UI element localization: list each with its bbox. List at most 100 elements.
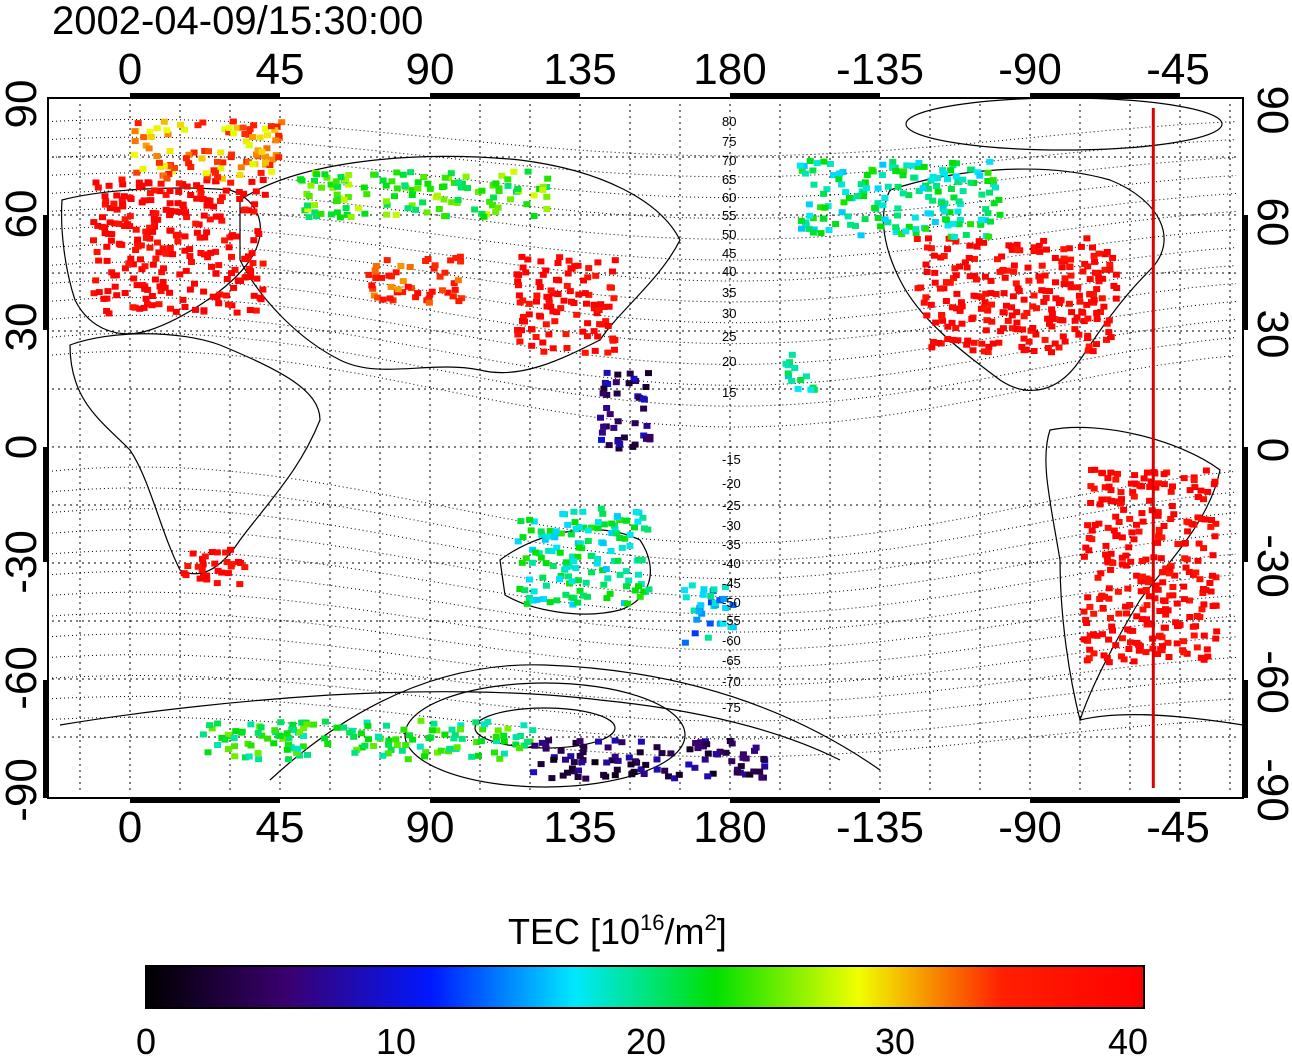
tec-cell-east-asia bbox=[590, 305, 598, 312]
tec-cell-australia bbox=[626, 542, 634, 549]
tec-cell-europe bbox=[212, 270, 220, 277]
tec-cell-arctic-europe bbox=[219, 159, 227, 166]
tec-cell-europe bbox=[156, 283, 164, 290]
tec-cell-antarctica-e bbox=[576, 752, 584, 759]
tec-cell-north-america bbox=[999, 267, 1007, 273]
tec-cell-south-america bbox=[1084, 594, 1092, 601]
tec-cell-pacific-w bbox=[640, 405, 648, 412]
tec-cell-europe bbox=[245, 253, 252, 260]
tec-cell-siberia bbox=[360, 184, 368, 191]
tec-cell-siberia bbox=[327, 211, 335, 218]
tec-cell-south-america bbox=[1147, 478, 1155, 485]
tec-cell-north-america bbox=[1036, 277, 1044, 284]
tec-cell-antarctica bbox=[472, 719, 480, 726]
tec-cell-canada bbox=[899, 168, 907, 175]
tec-cell-europe bbox=[140, 304, 148, 311]
tec-cell-canada bbox=[800, 163, 808, 169]
tec-cell-south-america bbox=[1180, 649, 1188, 656]
lat-tick-right: -30 bbox=[1248, 534, 1292, 598]
tec-cell-north-america bbox=[1019, 326, 1027, 333]
tec-cell-antarctica bbox=[520, 722, 528, 729]
tec-cell-north-america bbox=[1071, 326, 1079, 333]
tec-cell-australia bbox=[593, 560, 601, 567]
tec-cell-antarctica bbox=[300, 725, 308, 731]
tec-cell-pacific-w bbox=[646, 433, 654, 440]
tec-cell-siberia bbox=[414, 185, 422, 192]
tec-cell-australia bbox=[529, 597, 537, 604]
tec-cell-north-america bbox=[992, 291, 1000, 297]
tec-cell-north-america bbox=[988, 318, 996, 325]
tec-cell-australia bbox=[565, 563, 573, 570]
tec-cell-africa-south bbox=[198, 566, 206, 573]
tec-cell-south-america bbox=[1193, 613, 1201, 619]
tec-cell-siberia bbox=[382, 198, 390, 205]
lon-tick-top: 90 bbox=[406, 45, 455, 94]
tec-cell-south-america bbox=[1107, 498, 1115, 505]
tec-cell-siberia bbox=[333, 191, 341, 198]
tec-cell-north-america bbox=[1048, 306, 1056, 313]
tec-cell-europe bbox=[183, 214, 191, 221]
tec-cell-south-america bbox=[1142, 556, 1150, 563]
tec-cell-north-america bbox=[970, 272, 977, 279]
tec-cell-europe bbox=[215, 213, 223, 220]
tec-cell-siberia bbox=[471, 206, 479, 213]
tec-cell-europe bbox=[207, 249, 215, 256]
tec-cell-canada bbox=[919, 185, 927, 192]
tec-cell-south-america bbox=[1207, 523, 1215, 530]
tec-cell-north-america bbox=[987, 290, 995, 297]
tec-cell-antarctica-e bbox=[562, 756, 569, 763]
tec-cell-arctic-europe bbox=[211, 169, 219, 176]
lon-tick-top: -45 bbox=[1146, 45, 1210, 94]
tec-cell-antarctica-e bbox=[722, 749, 730, 756]
tec-cell-europe bbox=[147, 197, 155, 204]
tec-cell-siberia bbox=[392, 211, 400, 218]
tec-cell-europe bbox=[174, 231, 182, 238]
tec-cell-canada bbox=[947, 167, 955, 174]
tec-cell-canada bbox=[934, 188, 942, 195]
tec-cell-north-america bbox=[940, 253, 948, 259]
tec-cell-north-america bbox=[978, 340, 986, 347]
frame-tick-band bbox=[1242, 680, 1248, 798]
tec-cell-north-america bbox=[1074, 284, 1082, 291]
tec-cell-antarctica bbox=[433, 727, 441, 734]
tec-cell-europe bbox=[213, 294, 221, 301]
tec-cell-europe bbox=[126, 213, 134, 220]
tec-cell-europe bbox=[204, 254, 212, 261]
tec-cell-canada bbox=[967, 166, 975, 173]
tec-cell-south-america bbox=[1133, 572, 1141, 579]
tec-cell-europe bbox=[132, 247, 140, 253]
tec-cell-south-america bbox=[1191, 484, 1199, 491]
lon-tick-top: 180 bbox=[693, 45, 766, 94]
tec-cell-north-america bbox=[1041, 336, 1049, 343]
tec-cell-europe bbox=[141, 285, 149, 292]
tec-cell-europe bbox=[180, 206, 188, 213]
tec-cell-australia bbox=[553, 597, 561, 604]
tec-cell-australia bbox=[530, 518, 538, 525]
tec-cell-central-asia bbox=[368, 282, 376, 289]
tec-cell-hawaii bbox=[791, 365, 799, 371]
tec-cell-siberia bbox=[370, 171, 378, 178]
tec-cell-south-america bbox=[1194, 494, 1202, 500]
tec-cell-east-asia bbox=[565, 257, 573, 264]
tec-cell-east-asia bbox=[533, 292, 541, 299]
tec-cell-antarctica bbox=[500, 738, 508, 745]
tec-cell-australia bbox=[594, 519, 602, 526]
tec-cell-south-america bbox=[1143, 602, 1151, 609]
tec-cell-north-america bbox=[1090, 297, 1098, 304]
tec-cell-north-america bbox=[984, 307, 992, 314]
tec-cell-europe bbox=[146, 224, 154, 231]
tec-cell-australia bbox=[640, 588, 648, 595]
tec-cell-antarctica bbox=[400, 726, 408, 733]
tec-cell-antarctica bbox=[516, 745, 524, 752]
tec-cell-hawaii bbox=[788, 351, 796, 358]
lon-tick-bottom: -45 bbox=[1146, 803, 1210, 852]
tec-cell-south-america bbox=[1194, 557, 1202, 564]
tec-cell-south-america bbox=[1131, 480, 1139, 487]
tec-cell-north-america bbox=[1067, 272, 1075, 279]
tec-cell-europe bbox=[223, 276, 231, 282]
tec-cell-antarctica bbox=[231, 753, 239, 760]
tec-cell-north-america bbox=[1099, 275, 1107, 282]
tec-cell-north-america bbox=[995, 339, 1003, 346]
tec-cell-new-zealand bbox=[719, 620, 727, 627]
